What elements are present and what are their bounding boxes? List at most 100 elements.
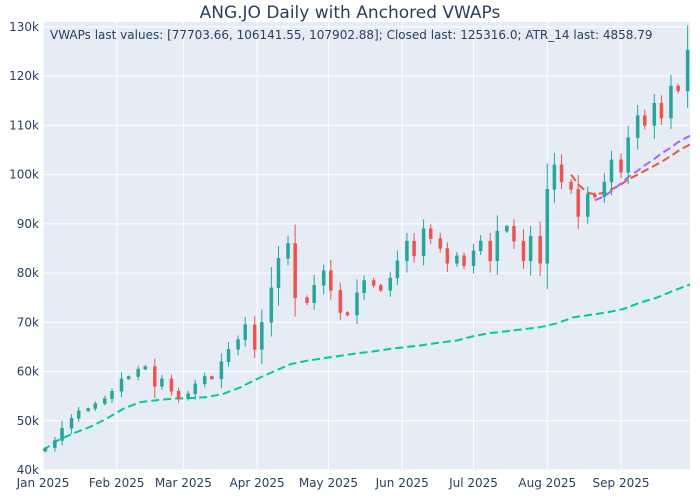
candle-body bbox=[505, 226, 509, 232]
candle-body bbox=[559, 164, 564, 183]
vwap-line-2 bbox=[570, 143, 691, 196]
candle-body bbox=[455, 255, 459, 264]
candle-body bbox=[445, 248, 450, 264]
candle-body bbox=[219, 361, 224, 380]
candle-body bbox=[312, 285, 316, 303]
x-tick-label: Jul 2025 bbox=[448, 476, 498, 490]
candle-body bbox=[305, 297, 309, 303]
candle-body bbox=[659, 102, 664, 119]
x-tick-label: May 2025 bbox=[299, 476, 358, 490]
candle-body bbox=[626, 137, 630, 173]
candle-body bbox=[495, 230, 500, 262]
candle-body bbox=[685, 49, 690, 92]
candle-body bbox=[203, 376, 207, 385]
candle-body bbox=[371, 280, 376, 286]
chart-title: ANG.JO Daily with Anchored VWAPs bbox=[200, 3, 501, 23]
candles bbox=[43, 25, 690, 453]
candle-body bbox=[478, 240, 483, 252]
vwap-line-1 bbox=[42, 283, 691, 452]
candle-body bbox=[421, 228, 426, 257]
candle-body bbox=[236, 339, 240, 350]
candle-body bbox=[362, 280, 366, 294]
candle-body bbox=[471, 250, 476, 266]
candle-body bbox=[569, 181, 573, 190]
candle-body bbox=[143, 366, 148, 370]
candle-body bbox=[269, 287, 274, 323]
y-tick-label: 90k bbox=[17, 217, 39, 231]
candle-body bbox=[126, 376, 131, 380]
y-tick-label: 80k bbox=[17, 266, 39, 280]
x-tick-label: Apr 2025 bbox=[230, 476, 285, 490]
candle-body bbox=[252, 324, 257, 350]
candle-body bbox=[86, 408, 90, 412]
y-tick-label: 120k bbox=[9, 69, 39, 83]
candle-body bbox=[438, 238, 442, 249]
candle-body bbox=[119, 378, 124, 392]
y-tick-label: 50k bbox=[17, 414, 39, 428]
candle-body bbox=[76, 410, 81, 419]
vwap-line-3 bbox=[594, 134, 691, 202]
candle-body bbox=[103, 398, 107, 404]
candle-body bbox=[643, 115, 647, 126]
candle-body bbox=[388, 277, 393, 291]
candle-body bbox=[652, 102, 657, 126]
candle-body bbox=[619, 159, 623, 173]
chart-annotation: VWAPs last values: [77703.66, 106141.55,… bbox=[50, 28, 652, 42]
x-tick-label: Sep 2025 bbox=[593, 476, 650, 490]
candle-body bbox=[169, 378, 174, 392]
candle-body bbox=[412, 240, 416, 257]
candle-body bbox=[286, 243, 290, 259]
candle-body bbox=[428, 228, 433, 239]
axes: 40k 50k 60k 70k 80k 90k 100k 110k 120k 130k Jan 20… bbox=[9, 20, 649, 490]
candle-body bbox=[593, 194, 597, 198]
x-tick-label: Feb 2025 bbox=[89, 476, 145, 490]
y-tick-label: 130k bbox=[9, 20, 39, 34]
candle-body bbox=[160, 378, 164, 387]
candle-body bbox=[488, 240, 492, 262]
candle-body bbox=[395, 260, 400, 279]
candle-body bbox=[462, 255, 466, 266]
candle-body bbox=[60, 427, 64, 441]
y-tick-label: 100k bbox=[9, 168, 39, 182]
y-tick-label: 40k bbox=[17, 463, 39, 477]
y-tick-label: 110k bbox=[9, 118, 39, 132]
candle-body bbox=[355, 292, 359, 316]
candle-body bbox=[379, 285, 383, 291]
candle-body bbox=[521, 240, 526, 262]
candle-body bbox=[243, 324, 247, 340]
candle-body bbox=[602, 181, 607, 198]
candle-body bbox=[329, 270, 333, 291]
candle-body bbox=[153, 366, 157, 387]
grid bbox=[42, 22, 690, 471]
vwap-lines bbox=[42, 134, 691, 452]
candle-body bbox=[669, 85, 673, 119]
candle-body bbox=[676, 85, 680, 92]
candle-body bbox=[136, 368, 140, 377]
candle-body bbox=[69, 418, 74, 429]
candle-body bbox=[93, 403, 98, 409]
candle-body bbox=[338, 290, 343, 313]
candle-body bbox=[210, 376, 214, 380]
candle-body bbox=[576, 189, 580, 217]
plot-area bbox=[43, 22, 690, 470]
candle-body bbox=[585, 194, 590, 217]
candle-body bbox=[321, 270, 326, 286]
candle-body bbox=[528, 235, 533, 262]
y-tick-label: 70k bbox=[17, 315, 39, 329]
candle-body bbox=[345, 312, 350, 316]
candle-body bbox=[609, 159, 614, 183]
candle-body bbox=[186, 393, 190, 399]
candle-body bbox=[538, 235, 542, 264]
candle-body bbox=[635, 115, 640, 138]
x-tick-label: Jun 2025 bbox=[375, 476, 429, 490]
candle-body bbox=[552, 164, 557, 190]
x-tick-label: Mar 2025 bbox=[155, 476, 212, 490]
candle-body bbox=[226, 349, 231, 362]
candle-body bbox=[293, 243, 297, 298]
y-tick-label: 60k bbox=[17, 365, 39, 379]
candle-body bbox=[43, 447, 48, 452]
candle-body bbox=[53, 440, 57, 449]
candle-body bbox=[545, 189, 550, 264]
x-tick-label: Jan 2025 bbox=[16, 476, 70, 490]
